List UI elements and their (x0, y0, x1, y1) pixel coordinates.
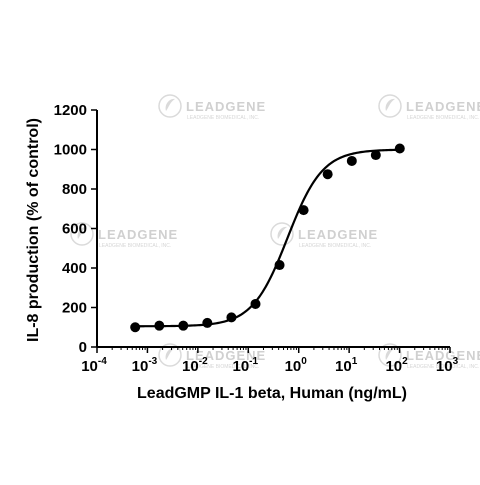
data-point (250, 298, 261, 309)
watermark-leaf (165, 347, 175, 360)
data-point (154, 320, 165, 331)
data-point (346, 155, 357, 166)
x-tick-label: 102 (385, 356, 408, 375)
watermark-subtext: LEADGENE BIOMEDICAL, INC. (407, 364, 479, 370)
x-tick-label: 10-1 (232, 356, 258, 375)
watermark-subtext: LEADGENE BIOMEDICAL, INC. (407, 115, 479, 121)
watermark-subtext: LEADGENE BIOMEDICAL, INC. (187, 115, 259, 121)
y-tick-label: 0 (79, 339, 87, 356)
x-tick-label: 103 (436, 356, 459, 375)
data-point (178, 320, 189, 331)
watermark-leaf (385, 98, 395, 111)
x-tick-label: 10-2 (182, 356, 208, 375)
watermark-leaf (277, 226, 287, 239)
data-point (394, 143, 405, 154)
data-point (298, 205, 309, 216)
watermark-logo (378, 343, 402, 367)
data-point (226, 312, 237, 323)
watermark-text: LEADGENE (406, 99, 480, 114)
watermark-text: LEADGENE (186, 348, 266, 363)
data-points-layer (130, 143, 405, 333)
y-tick-label: 1200 (54, 102, 87, 119)
x-axis-ticks: 10-4 10-3 10-2 10-1 100 101 102 103 (81, 347, 459, 375)
data-point (130, 322, 141, 333)
watermark-leaf (77, 226, 87, 239)
watermark-logo (70, 222, 94, 246)
y-tick-label: 1000 (54, 142, 87, 159)
y-tick-label: 200 (62, 300, 87, 317)
y-axis-title: IL-8 production (% of control) (25, 118, 42, 342)
data-point (274, 260, 285, 271)
y-tick-label: 400 (62, 260, 87, 277)
watermark-subtext: LEADGENE BIOMEDICAL, INC. (187, 364, 259, 370)
x-tick-label: 100 (285, 356, 308, 375)
watermark-text: LEADGENE (186, 99, 266, 114)
watermark-subtext: LEADGENE BIOMEDICAL, INC. (99, 243, 171, 249)
data-point (322, 169, 333, 180)
data-point (370, 150, 381, 161)
watermark-subtext: LEADGENE BIOMEDICAL, INC. (299, 243, 371, 249)
y-axis-ticks: 0 200 400 600 800 1000 1200 (54, 102, 97, 356)
watermark-logo (158, 94, 182, 118)
watermark-leaf (165, 98, 175, 111)
y-tick-label: 800 (62, 181, 87, 198)
watermark-logo (270, 222, 294, 246)
watermark-text: LEADGENE (406, 348, 480, 363)
x-tick-label: 101 (335, 356, 358, 375)
watermark-leaf (385, 347, 395, 360)
watermark-logo (158, 343, 182, 367)
watermark-logo (378, 94, 402, 118)
watermark-text: LEADGENE (98, 227, 178, 242)
x-tick-label: 10-4 (81, 356, 107, 375)
x-tick-label: 10-3 (132, 356, 158, 375)
watermark-text: LEADGENE (298, 227, 378, 242)
x-axis-title: LeadGMP IL-1 beta, Human (ng/mL) (137, 385, 407, 402)
y-tick-label: 600 (62, 221, 87, 238)
data-point (202, 317, 213, 328)
